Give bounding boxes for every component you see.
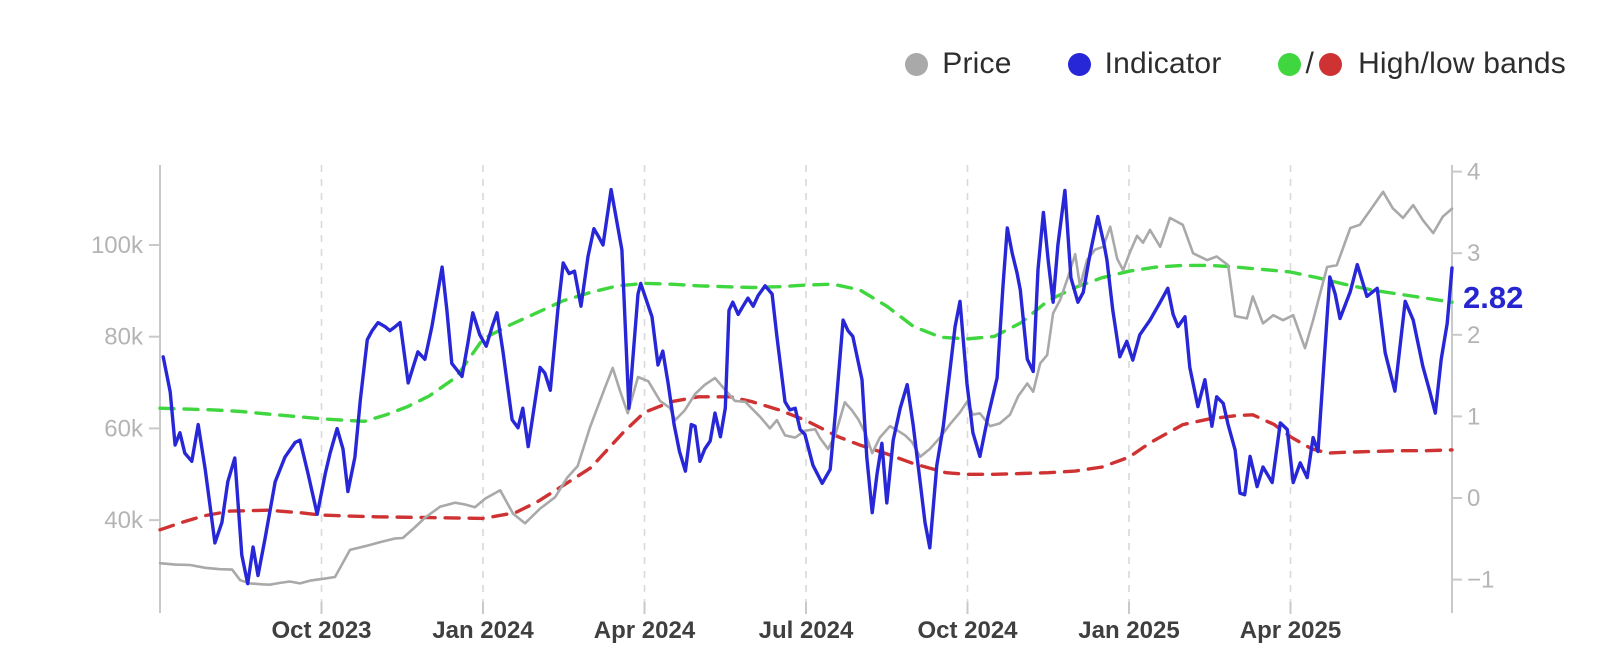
- right-y-axis-label: 4: [1467, 159, 1480, 186]
- band-separator: /: [1305, 47, 1315, 80]
- x-axis-label: Jan 2025: [1078, 617, 1179, 644]
- legend-item-bands[interactable]: / High/low bands: [1277, 47, 1566, 81]
- legend: Price Indicator / High/low bands: [905, 47, 1566, 81]
- right-y-axis-label: −1: [1467, 567, 1494, 594]
- x-axis-label: Apr 2025: [1240, 617, 1341, 644]
- series-indicator: [161, 187, 1454, 586]
- legend-label-indicator: Indicator: [1104, 47, 1222, 80]
- low-band-dot: [1319, 52, 1343, 76]
- left-y-axis-label: 80k: [104, 324, 144, 351]
- x-axis-label: Jan 2024: [432, 617, 534, 644]
- x-axis-label: Oct 2023: [271, 617, 371, 644]
- right-y-axis-label: 0: [1467, 485, 1480, 512]
- right-y-axis-label: 1: [1467, 403, 1480, 430]
- right-y-axis-label: 2: [1467, 322, 1480, 349]
- x-axis-label: Jul 2024: [759, 617, 854, 644]
- legend-item-price[interactable]: Price: [905, 47, 1011, 81]
- series-high-band: [158, 263, 1454, 423]
- series-price: [158, 190, 1454, 587]
- x-axis-label: Oct 2024: [917, 617, 1018, 644]
- legend-label-price: Price: [942, 47, 1012, 80]
- price-series-dot: [905, 52, 929, 76]
- left-y-axis-label: 60k: [104, 415, 144, 442]
- indicator-current-value: 2.82: [1463, 280, 1524, 315]
- right-y-axis-label: 3: [1467, 240, 1480, 267]
- legend-label-bands: High/low bands: [1358, 47, 1566, 80]
- left-y-axis-label: 40k: [104, 507, 144, 534]
- series-low-band: [158, 395, 1454, 532]
- legend-item-indicator[interactable]: Indicator: [1067, 47, 1222, 81]
- indicator-series-dot: [1067, 52, 1091, 76]
- high-band-dot: [1277, 52, 1301, 76]
- left-y-axis-label: 100k: [91, 232, 144, 259]
- x-axis-label: Apr 2024: [594, 617, 696, 644]
